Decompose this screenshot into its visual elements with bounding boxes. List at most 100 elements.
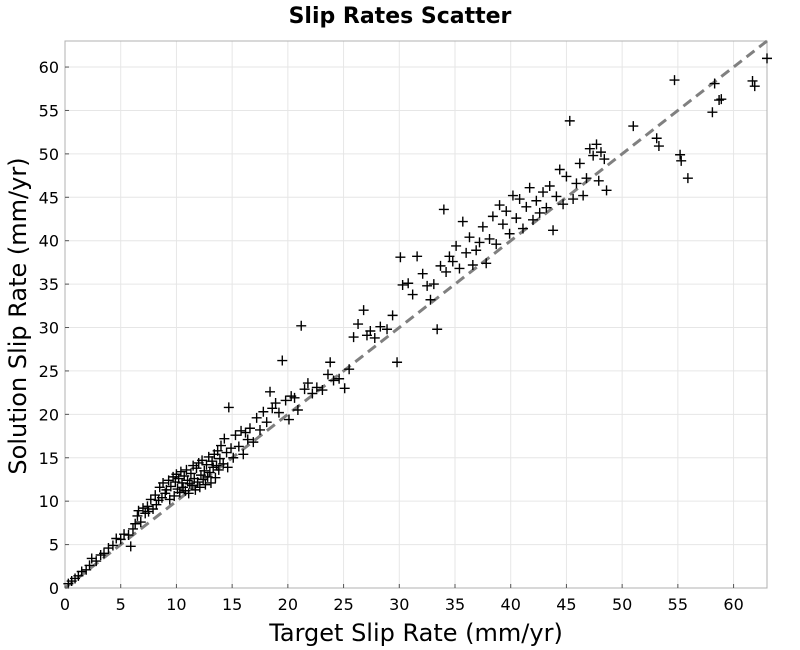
data-point <box>387 310 398 321</box>
data-point <box>564 115 575 126</box>
data-point <box>103 543 114 554</box>
data-point <box>201 459 212 470</box>
data-point <box>365 325 376 336</box>
data-point <box>171 469 182 480</box>
x-tick-label: 10 <box>166 595 186 614</box>
data-point <box>177 477 187 488</box>
data-point <box>226 443 237 454</box>
data-point <box>581 173 592 184</box>
data-point <box>325 357 336 368</box>
data-point <box>280 395 291 406</box>
data-point <box>150 490 161 501</box>
data-point <box>236 425 247 436</box>
y-tick-label: 25 <box>39 362 59 381</box>
data-point <box>651 133 662 144</box>
data-point <box>210 472 221 483</box>
data-point <box>214 453 225 464</box>
data-point <box>125 541 136 552</box>
data-point <box>491 239 502 250</box>
data-point <box>438 204 449 215</box>
data-point <box>255 424 265 435</box>
x-axis-label: Target Slip Rate (mm/yr) <box>268 619 563 647</box>
data-point <box>334 373 345 384</box>
data-point <box>219 433 230 444</box>
data-point <box>504 228 515 239</box>
y-tick-label: 35 <box>39 275 59 294</box>
x-tick-label: 15 <box>222 595 242 614</box>
data-point <box>464 232 475 243</box>
data-point <box>115 534 126 545</box>
data-point <box>221 447 232 458</box>
x-axis-ticks: 0 5 10 15 20 25 30 35 40 45 50 55 60 <box>60 584 744 614</box>
data-point <box>174 487 185 498</box>
data-point <box>138 503 148 514</box>
data-point <box>517 223 528 234</box>
y-tick-label: 40 <box>39 232 59 251</box>
x-tick-label: 25 <box>333 595 353 614</box>
data-point <box>348 332 359 343</box>
data-point <box>538 187 549 198</box>
data-point <box>240 427 251 438</box>
data-point <box>762 53 772 64</box>
data-point <box>444 251 455 262</box>
y-tick-label: 60 <box>39 58 59 77</box>
data-point <box>111 533 122 544</box>
data-point <box>675 149 686 160</box>
data-point <box>205 477 216 488</box>
data-point <box>270 398 281 409</box>
x-tick-label: 35 <box>445 595 465 614</box>
data-point <box>395 252 406 263</box>
data-point <box>328 375 339 386</box>
data-point <box>292 405 303 416</box>
data-point <box>283 414 294 425</box>
data-point <box>676 155 687 166</box>
y-tick-label: 30 <box>39 319 59 338</box>
data-point <box>558 199 569 210</box>
data-point <box>403 278 414 289</box>
y-axis-ticks: 0 5 10 15 20 25 30 35 40 45 50 55 60 <box>39 58 69 598</box>
data-point <box>375 321 386 332</box>
data-point <box>267 403 278 414</box>
data-point <box>441 266 452 277</box>
data-point <box>707 107 718 118</box>
data-point <box>474 237 485 248</box>
data-point <box>584 143 595 154</box>
y-tick-label: 15 <box>39 449 59 468</box>
data-point <box>747 75 758 86</box>
data-point <box>407 289 418 300</box>
data-point <box>568 194 579 205</box>
data-points <box>63 53 772 589</box>
data-point <box>127 523 138 534</box>
data-point <box>130 518 141 529</box>
data-point <box>212 445 223 456</box>
data-point <box>251 412 262 423</box>
y-axis-label: Solution Slip Rate (mm/yr) <box>4 157 32 474</box>
data-point <box>91 556 102 567</box>
data-point <box>653 141 664 152</box>
data-point <box>169 490 180 501</box>
data-point <box>302 378 313 389</box>
x-tick-label: 55 <box>668 595 688 614</box>
data-point <box>591 139 602 150</box>
data-point <box>451 240 462 251</box>
data-point <box>397 279 408 290</box>
data-point <box>158 477 169 488</box>
data-point <box>261 417 272 428</box>
data-point <box>307 388 318 399</box>
y-tick-label: 55 <box>39 101 59 120</box>
data-point <box>277 355 288 366</box>
data-point <box>273 407 284 418</box>
data-point <box>561 171 572 182</box>
data-point <box>202 471 213 482</box>
data-point <box>190 484 201 495</box>
data-point <box>628 121 639 132</box>
data-point <box>487 211 498 222</box>
data-point <box>317 385 328 396</box>
data-point <box>296 320 307 331</box>
data-point <box>133 505 144 516</box>
data-point <box>599 154 610 165</box>
data-point <box>749 81 760 92</box>
data-point <box>230 430 241 441</box>
data-point <box>417 268 428 279</box>
